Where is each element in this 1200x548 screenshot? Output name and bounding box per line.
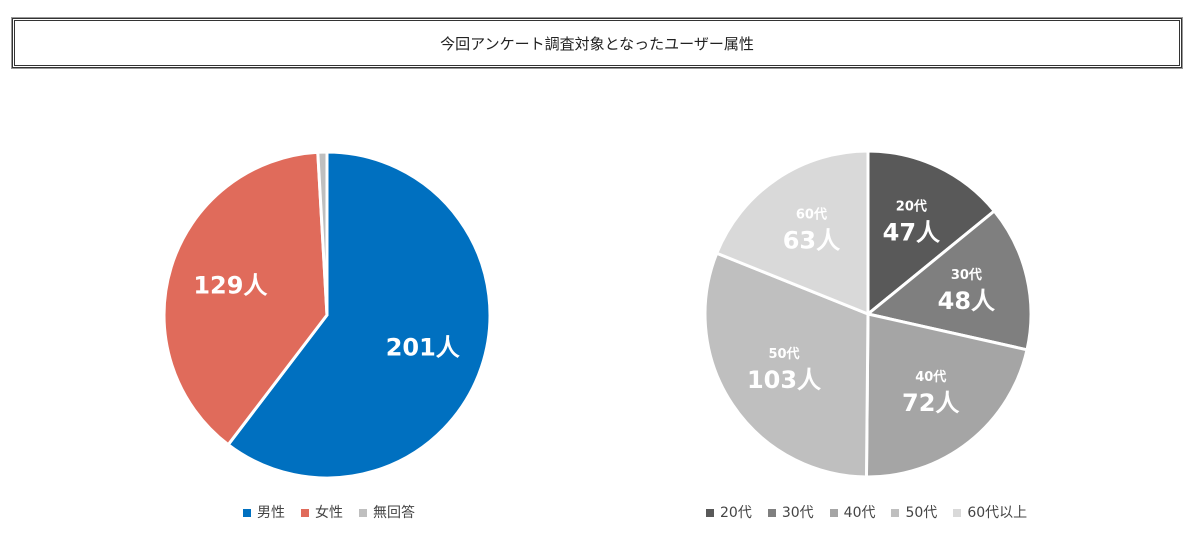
legend-item: 男性 [243,502,285,522]
legend-swatch [891,509,900,517]
slice-category-label: 50代 [768,346,799,362]
legend-swatch [829,509,838,517]
pie-slice-60代以上 [714,149,870,317]
legend-item: 40代 [829,502,876,522]
pie-slice-30代 [864,208,1033,352]
legend-item: 無回答 [359,502,415,522]
legend-label: 20代 [720,505,752,521]
chart-title: 今回アンケート調査対象となったユーザー属性 [12,18,1182,68]
legend-label: 男性 [257,505,285,521]
slice-value-label: 103人 [747,366,821,394]
pie-slice-男性 [226,150,492,480]
slice-value-label: 201人 [386,333,460,361]
slice-value-label: 129人 [193,271,267,299]
slice-value-label: 63人 [783,226,840,254]
legend-label: 50代 [905,505,938,521]
pie-slice-40代 [864,312,1029,479]
legend-swatch [767,509,776,517]
legend-label: 女性 [315,505,343,521]
slice-value-label: 72人 [902,389,959,417]
legend-swatch [706,509,714,517]
legend-label: 30代 [781,505,814,521]
legend-item: 20代 [706,502,752,522]
slice-category-label: 40代 [915,369,946,385]
legend-swatch [953,509,962,517]
legend-gender: 男性 女性 無回答 [243,502,415,522]
legend-item: 50代 [891,502,937,522]
pie-slice-女性 [162,150,329,447]
legend-label: 無回答 [373,505,415,521]
legend-swatch [243,509,251,517]
slice-category-label: 60代 [796,206,827,222]
slice-category-label: 20代 [896,199,927,215]
slice-value-label: 47人 [883,219,940,247]
pie-slice-50代 [703,251,870,479]
legend-item: 30代 [767,502,814,522]
legend-item: 女性 [301,502,343,522]
legend-age: 20代 30代 40代 50代 60代以上 [706,502,1027,522]
legend-swatch [359,509,367,517]
slice-value-label: 48人 [938,287,995,315]
legend-label: 40代 [843,505,876,521]
pie-slice-無回答 [316,150,329,316]
legend-swatch [301,509,309,517]
pie-slice-20代 [866,149,997,318]
slice-category-label: 30代 [951,267,982,283]
legend-label: 60代以上 [967,505,1028,521]
legend-item: 60代以上 [953,502,1027,522]
